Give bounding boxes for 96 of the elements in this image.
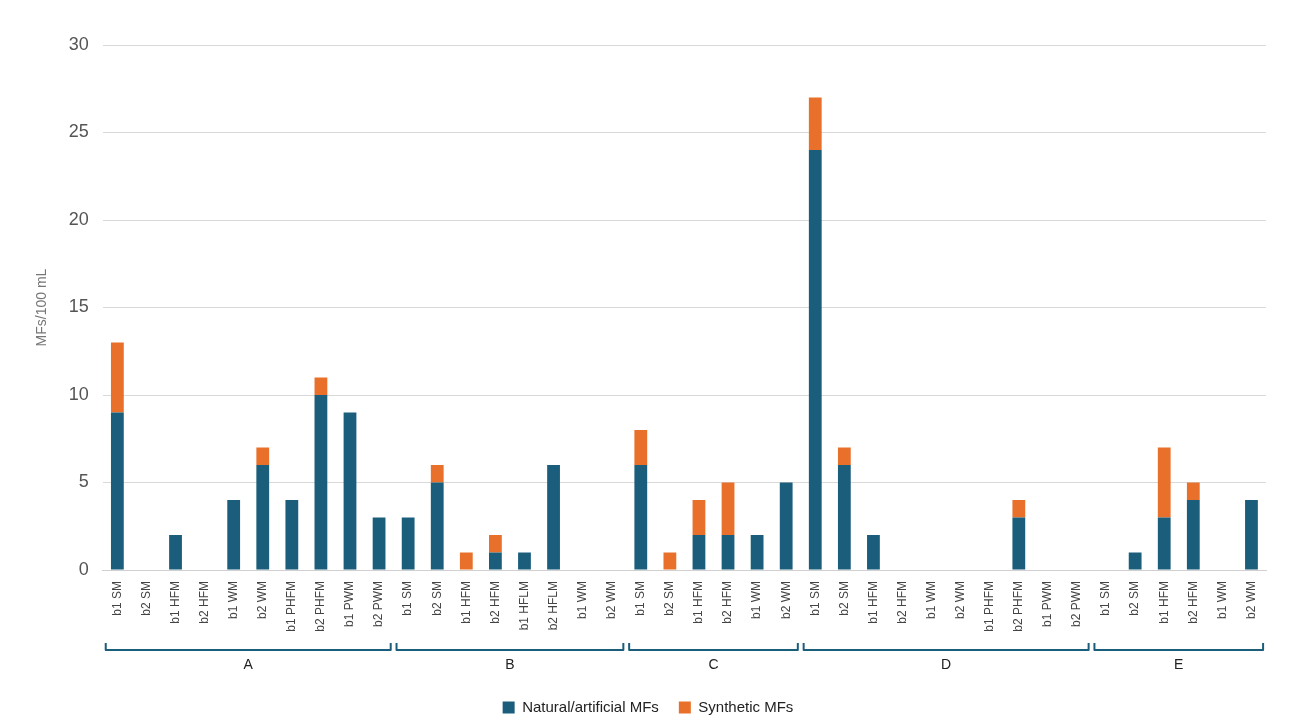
y-tick-label: 15 — [68, 296, 89, 317]
y-tick-label: 25 — [68, 121, 89, 142]
x-tick-label: b2 SM — [836, 581, 851, 616]
x-tick-label: b2 PWM — [1069, 581, 1084, 628]
bar — [1012, 517, 1026, 570]
x-tick-label: b1 WM — [574, 581, 589, 620]
bar — [779, 482, 793, 570]
bar — [459, 552, 473, 570]
x-tick-label: b1 WM — [225, 581, 240, 620]
x-tick-label: b2 HFM — [720, 581, 735, 624]
bar — [256, 465, 270, 570]
text: D — [941, 655, 952, 672]
x-tick-label: b2 HFM — [894, 581, 909, 624]
bar — [750, 535, 764, 570]
x-tick-label: b2 WM — [952, 581, 967, 620]
bar — [372, 517, 386, 570]
bar — [1012, 500, 1026, 518]
x-tick-label: b1 HFM — [691, 581, 706, 624]
bar — [169, 535, 182, 570]
bar — [547, 465, 560, 570]
x-tick-label: b2 SM — [138, 581, 153, 616]
legend-label: Natural/artificial MFs — [522, 697, 659, 715]
text: A — [243, 655, 254, 672]
x-tick-label: b1 WM — [749, 581, 764, 620]
y-tick-label: 30 — [68, 33, 89, 54]
x-tick-label: b1 SM — [633, 581, 648, 616]
x-tick-label: b1 SM — [807, 581, 822, 616]
x-tick-label: b2 WM — [604, 581, 619, 620]
x-tick-label: b1 WM — [1214, 581, 1229, 620]
x-tick-label: b1 HFM — [1156, 581, 1171, 624]
bar — [285, 500, 299, 570]
x-tick-label: b1 PWM — [1040, 581, 1055, 628]
bar — [227, 500, 241, 570]
bar — [1186, 500, 1200, 570]
bar — [837, 447, 851, 465]
y-tick-label: 0 — [78, 558, 89, 579]
x-tick-label: b2 HFM — [196, 581, 211, 624]
x-tick-label: b1 SM — [1098, 581, 1113, 616]
bar — [430, 482, 444, 570]
bar — [867, 535, 880, 570]
x-tick-label: b2 WM — [255, 581, 270, 620]
x-tick-label: b2 PHFM — [1011, 581, 1026, 632]
bar — [314, 395, 328, 570]
bar — [401, 517, 415, 570]
bar — [1245, 500, 1258, 570]
bar — [692, 500, 706, 535]
bar — [634, 430, 648, 465]
x-tick-label: b2 HFM — [1185, 581, 1200, 624]
x-tick-label: b2 WM — [778, 581, 793, 620]
y-tick-label: 5 — [78, 471, 89, 492]
text: E — [1174, 655, 1184, 672]
x-tick-label: b2 HFM — [487, 581, 502, 624]
x-tick-label: b2 SM — [662, 581, 677, 616]
x-tick-label: b2 HFLM — [545, 581, 560, 631]
bar — [489, 535, 502, 553]
bar — [1157, 517, 1171, 570]
text: B — [505, 655, 515, 672]
x-tick-label: b1 SM — [109, 581, 124, 616]
x-tick-label: b1 HFM — [167, 581, 182, 624]
x-tick-label: b2 PHFM — [313, 581, 328, 632]
bar — [721, 482, 735, 535]
x-tick-label: b2 SM — [1127, 581, 1142, 616]
x-tick-label: b1 PHFM — [284, 581, 299, 632]
bar — [489, 552, 502, 570]
y-tick-label: 10 — [68, 383, 89, 404]
x-tick-label: b1 SM — [400, 581, 415, 616]
bar — [518, 552, 531, 570]
bar — [314, 377, 328, 395]
x-tick-label: b1 HFLM — [516, 581, 531, 631]
x-tick-label: b1 HFM — [458, 581, 473, 624]
x-tick-label: b1 WM — [923, 581, 938, 620]
x-tick-label: b1 PHFM — [982, 581, 997, 632]
bar — [808, 97, 822, 150]
bar — [1128, 552, 1142, 570]
x-tick-label: b1 PWM — [342, 581, 357, 628]
bar — [110, 342, 124, 413]
bar — [1157, 447, 1171, 518]
bar — [663, 552, 677, 570]
bar — [808, 150, 822, 570]
x-tick-label: b1 HFM — [865, 581, 880, 624]
bar — [1186, 482, 1200, 500]
text: C — [708, 655, 719, 672]
x-tick-label: b2 WM — [1243, 581, 1258, 620]
bar — [692, 535, 706, 570]
bar — [634, 465, 648, 570]
x-tick-label: b2 SM — [429, 581, 444, 616]
y-axis-title: MFs/100 mL — [33, 268, 50, 347]
y-tick-label: 20 — [68, 208, 89, 229]
legend-label: Synthetic MFs — [698, 697, 794, 715]
bar — [256, 447, 270, 465]
bar — [837, 465, 851, 570]
bar — [110, 412, 124, 570]
bar — [721, 535, 735, 570]
bar — [430, 465, 444, 483]
x-tick-label: b2 PWM — [371, 581, 386, 628]
bar — [343, 412, 357, 570]
